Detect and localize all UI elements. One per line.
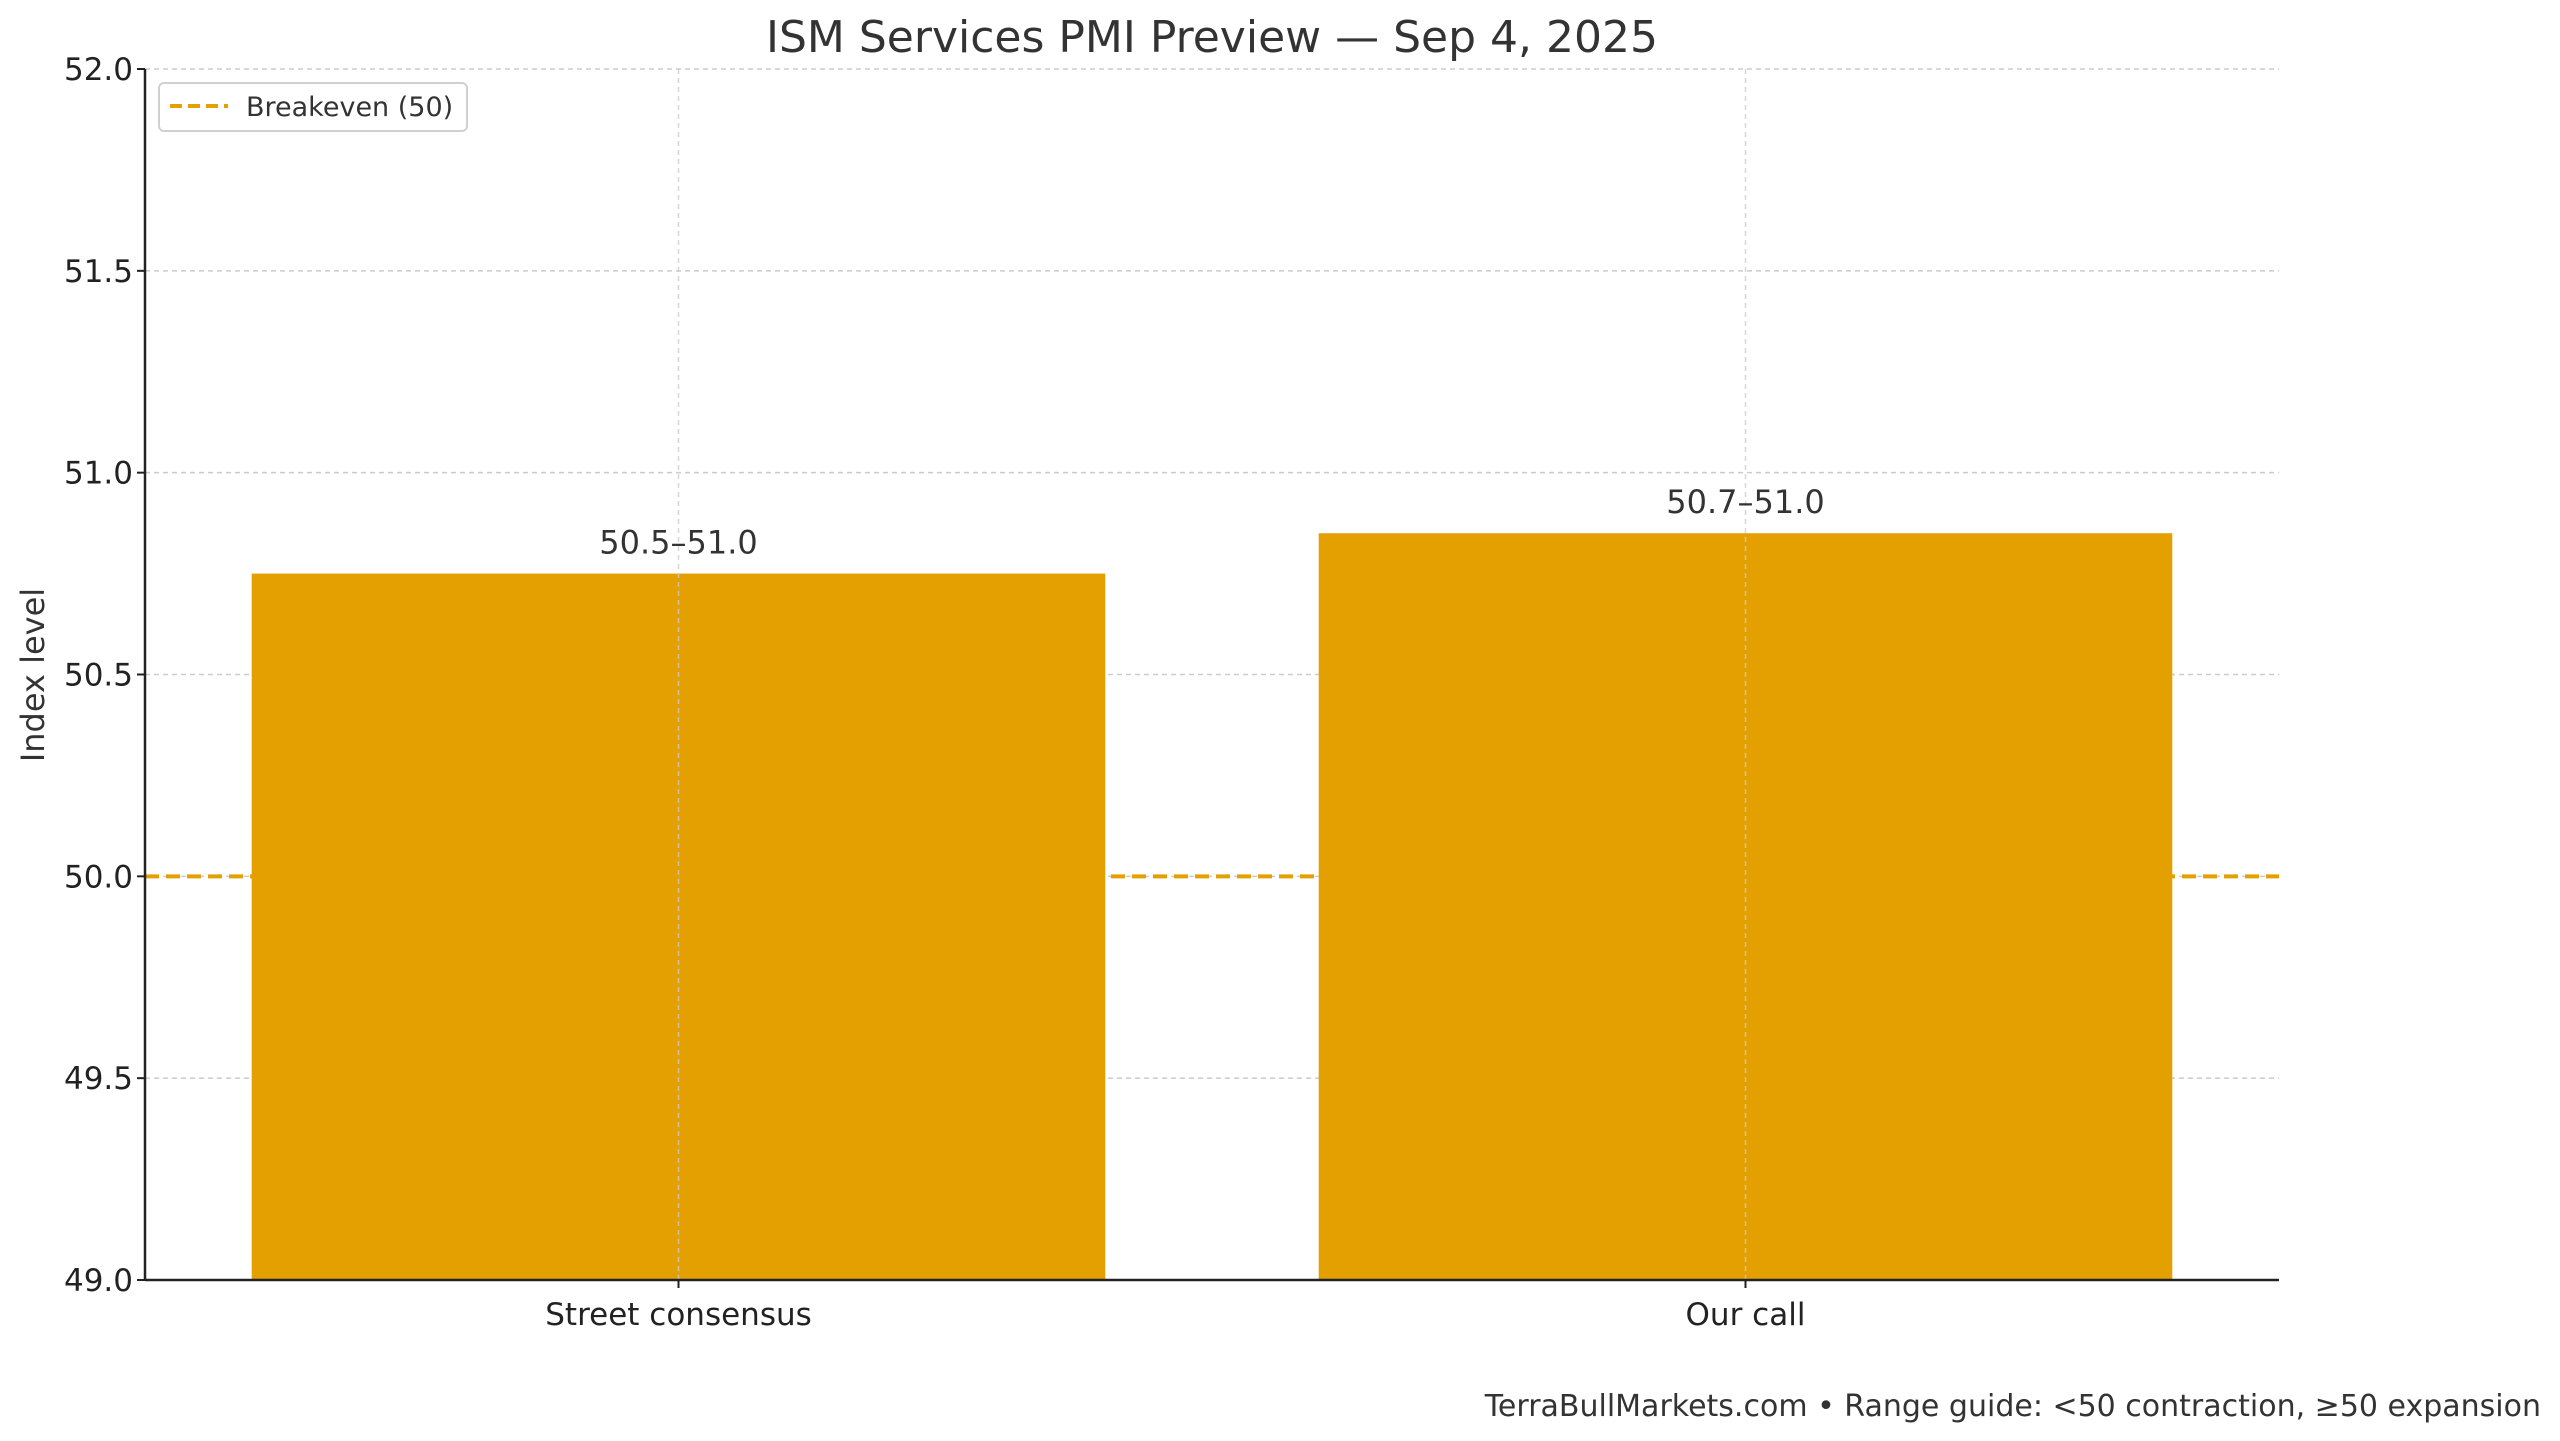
y-tick-label: 50.0: [64, 859, 133, 895]
chart-title: ISM Services PMI Preview — Sep 4, 2025: [766, 12, 1658, 63]
data-labels: 50.5–51.0 50.7–51.0: [599, 483, 1825, 561]
legend-box: [158, 82, 468, 132]
y-tick-label: 50.5: [64, 658, 133, 694]
x-tick-label: Street consensus: [545, 1297, 812, 1333]
y-tick-label: 51.5: [64, 254, 133, 290]
vertical-grid: [677, 69, 1747, 1280]
footer-note: TerraBullMarkets.com • Range guide: <50 …: [1484, 1389, 2541, 1424]
y-tick-label: 52.0: [64, 52, 133, 88]
y-tick-label: 49.5: [64, 1061, 133, 1097]
bar-data-label: 50.5–51.0: [599, 524, 758, 562]
legend: Breakeven (50): [158, 82, 468, 132]
y-axis-label: Index level: [14, 588, 52, 762]
bars: [251, 533, 2173, 1280]
bar-data-label: 50.7–51.0: [1666, 483, 1825, 521]
y-tick-label: 51.0: [64, 456, 133, 492]
x-tick-label: Our call: [1686, 1297, 1806, 1333]
axes: 49.0 49.5 50.0 50.5 51.0 51.5 52.0 Street conse…: [64, 52, 2279, 1333]
y-tick-label: 49.0: [64, 1263, 133, 1299]
legend-entry-breakeven: Breakeven (50): [246, 92, 453, 123]
